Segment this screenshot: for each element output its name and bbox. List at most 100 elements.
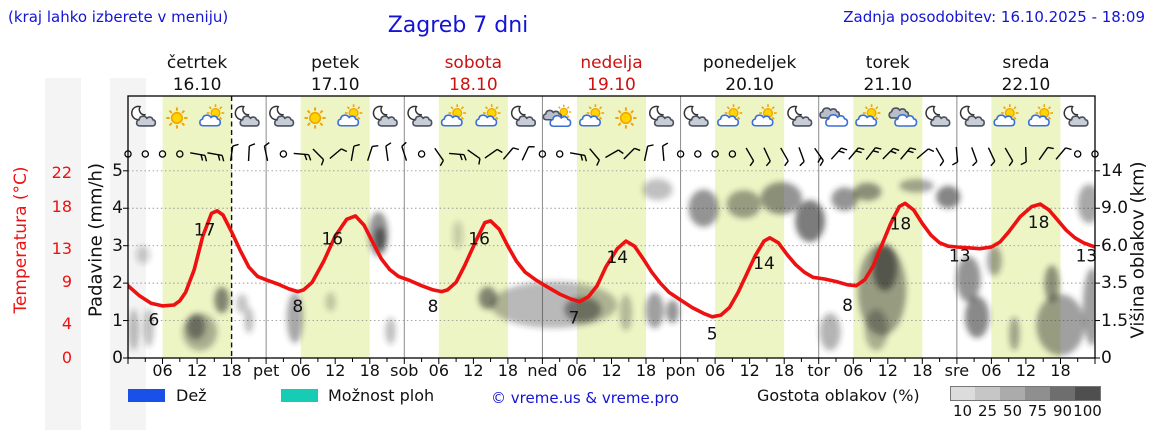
wind-barb-icon <box>1038 146 1054 161</box>
temp-tick: 0 <box>61 348 72 367</box>
cloud-shading <box>128 179 1095 356</box>
weather-icon-sun-cloud <box>855 104 881 127</box>
cloud-height-tick: 1.5 <box>1101 310 1129 331</box>
dayname-abbrev: ned <box>527 361 558 380</box>
daylight-band <box>300 96 370 358</box>
rain-legend-label: Dež <box>176 386 207 405</box>
density-swatch <box>1075 386 1101 401</box>
weather-icon-moon-cloud <box>925 105 951 127</box>
hour-label: 18 <box>912 361 933 380</box>
wind-barb-icon <box>780 147 789 167</box>
wind-barb-icon <box>1055 147 1072 160</box>
wind-calm-icon <box>279 150 288 158</box>
temperature-curve <box>128 201 1095 319</box>
wind-barb-icon <box>207 152 225 162</box>
dayname-abbrev: sre <box>944 361 970 380</box>
day-date: 18.10 <box>449 75 498 95</box>
wind-calm-icon <box>1091 150 1099 158</box>
weather-icon-sun <box>615 107 637 129</box>
weather-icon-sun-cloud <box>578 104 605 127</box>
temp-extreme-label: 5 <box>707 325 718 345</box>
hour-label: 06 <box>290 361 311 380</box>
temp-extreme-label: 13 <box>949 246 971 266</box>
hour-label: 18 <box>497 361 519 380</box>
temp-extreme-label: 18 <box>890 215 912 235</box>
showers-legend-label: Možnost ploh <box>328 386 435 405</box>
weather-icon-moon-cloud <box>683 105 709 127</box>
cloud-height-tick: 3.5 <box>1101 273 1129 294</box>
density-swatch <box>1050 386 1076 401</box>
wind-calm-icon <box>1073 150 1082 158</box>
precip-tick: 3 <box>112 235 123 256</box>
showers-legend-swatch <box>281 389 318 402</box>
wind-barb-icon <box>401 141 408 161</box>
wind-calm-icon <box>711 150 719 158</box>
hour-label: 18 <box>1050 361 1071 380</box>
temp-tick: 9 <box>61 272 72 292</box>
wind-barb-icon <box>190 152 208 162</box>
day-date: 22.10 <box>1001 75 1051 95</box>
temp-extreme-label: 6 <box>148 310 159 330</box>
day-name: sreda <box>1002 53 1050 73</box>
density-tick: 75 <box>1027 402 1048 420</box>
wind-barb-icon <box>484 148 503 159</box>
background-stripe <box>45 78 81 430</box>
wind-barb-icon <box>916 148 935 160</box>
weather-icon-moon-cloud <box>407 105 433 127</box>
day-date: 19.10 <box>587 75 636 95</box>
wind-calm-icon <box>417 150 426 158</box>
day-name: nedelja <box>580 53 643 73</box>
density-tick: 90 <box>1052 402 1073 420</box>
hour-label: 18 <box>221 361 242 380</box>
temp-extreme-label: 7 <box>569 309 580 329</box>
temp-extreme-label: 13 <box>1076 246 1098 266</box>
menu-hint: (kraj lahko izberete v meniju) <box>8 8 229 26</box>
weather-icon-moon-cloud <box>269 105 295 127</box>
day-name: četrtek <box>166 53 228 73</box>
wind-barb-icon <box>350 143 360 162</box>
hour-label: 12 <box>1015 361 1037 380</box>
precip-tick: 4 <box>112 198 123 219</box>
hour-label: 18 <box>359 361 380 380</box>
credit-link[interactable]: © vreme.us & vreme.pro <box>491 389 679 407</box>
temp-extreme-label: 16 <box>321 230 343 250</box>
wind-barb-icon <box>1004 147 1014 167</box>
wind-calm-icon <box>538 150 547 158</box>
wind-barb-icon <box>605 149 624 159</box>
precip-tick: 0 <box>112 348 123 368</box>
hour-label: 06 <box>843 361 864 380</box>
density-swatch <box>975 386 1001 401</box>
hour-label: 12 <box>739 361 760 380</box>
wind-barb-icon <box>293 152 312 161</box>
density-tick: 50 <box>1002 402 1023 420</box>
weather-icon-moon-cloud <box>234 105 260 127</box>
last-update: Zadnja posodobitev: 16.10.2025 - 18:09 <box>843 8 1145 26</box>
weather-icon-sun-cloud <box>993 104 1019 127</box>
wind-barb-icon <box>247 143 256 162</box>
density-swatch <box>950 386 977 401</box>
day-date: 17.10 <box>310 75 360 95</box>
wind-barb-icon <box>312 148 325 166</box>
day-date: 16.10 <box>172 75 222 95</box>
precip-tick: 5 <box>112 160 123 181</box>
temp-extreme-label: 14 <box>606 248 628 268</box>
temp-extreme-label: 16 <box>468 230 490 250</box>
density-tick: 100 <box>1073 402 1102 420</box>
wind-barb-icon <box>1020 146 1027 166</box>
temp-extreme-label: 18 <box>1028 213 1050 233</box>
wind-barb-icon <box>263 142 270 161</box>
wind-barb-icon <box>434 147 444 167</box>
wind-calm-icon <box>141 150 150 158</box>
dayname-abbrev: sob <box>390 361 419 380</box>
wind-barb-icon <box>502 147 520 160</box>
hour-label: 18 <box>635 361 657 380</box>
hour-label: 18 <box>773 361 795 380</box>
precip-tick: 2 <box>112 273 123 294</box>
wind-barb-icon <box>814 147 824 167</box>
hour-label: 06 <box>152 361 173 380</box>
wind-barb-icon <box>935 147 945 167</box>
density-tick: 25 <box>977 402 998 420</box>
wind-barb-icon <box>229 143 239 162</box>
cloud-density-label: Gostota oblakov (%) <box>757 386 920 405</box>
weather-icon-sun-cloud <box>475 104 501 127</box>
